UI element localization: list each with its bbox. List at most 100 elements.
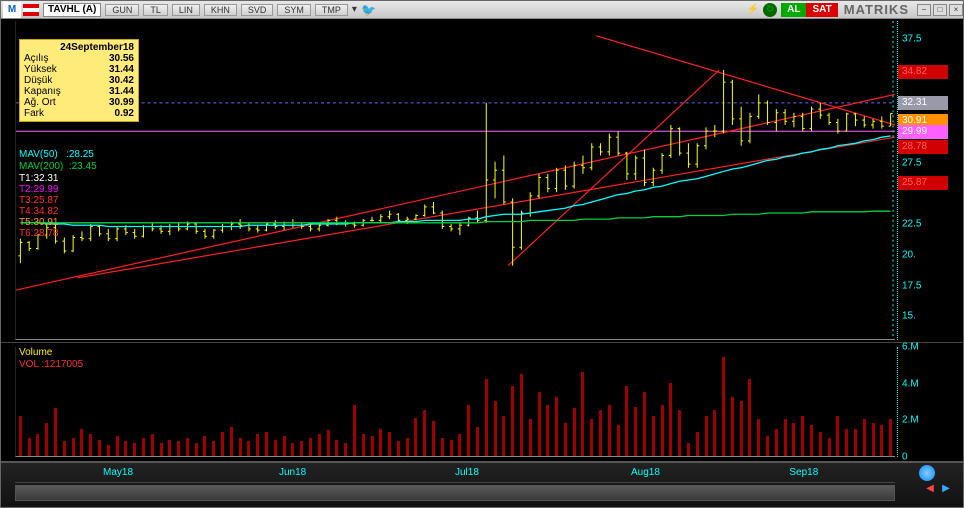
volume-bar <box>784 419 787 456</box>
volume-chart[interactable]: Volume VOL :1217005 6.M4.M2.M0 <box>1 343 963 461</box>
volume-bar <box>652 416 655 456</box>
volume-bar <box>142 438 145 456</box>
volume-bar <box>388 432 391 456</box>
ohlc-date: 24September18 <box>24 42 134 53</box>
volume-bar <box>599 410 602 456</box>
volume-bar <box>89 434 92 456</box>
volume-bar <box>889 419 892 456</box>
refresh-icon[interactable]: ↻ <box>763 3 777 17</box>
twitter-icon[interactable]: 🐦 <box>361 3 376 17</box>
volume-bar <box>836 416 839 456</box>
volume-bar <box>212 441 215 456</box>
volume-bar <box>529 419 532 456</box>
volume-bar <box>318 434 321 456</box>
volume-bar <box>203 436 206 456</box>
volume-bar <box>195 443 198 456</box>
volume-bar <box>643 392 646 456</box>
timeline: May18Jun18Jul18Aug18Sep18 ◀▶ <box>1 461 963 507</box>
volume-bar <box>265 432 268 456</box>
lightning-icon[interactable]: ⚡ <box>747 4 759 15</box>
ohlc-row: Ağ. Ort30.99 <box>24 97 134 108</box>
volume-bar <box>423 410 426 456</box>
volume-bar <box>160 443 163 456</box>
volume-bar <box>555 397 558 456</box>
volume-bar <box>502 416 505 456</box>
volume-bar <box>221 432 224 456</box>
volume-bar <box>107 445 110 456</box>
volume-bar <box>854 429 857 457</box>
volume-bar <box>54 408 57 456</box>
volume-bar <box>581 372 584 456</box>
volume-bar <box>353 405 356 456</box>
volume-bar <box>327 430 330 456</box>
volume-bar <box>432 421 435 456</box>
symbol-field[interactable]: TAVHL (A) <box>43 3 101 17</box>
volume-bar <box>494 401 497 456</box>
y-tick: 15. <box>902 311 916 322</box>
volume-bar <box>608 405 611 456</box>
toolbar-btn-sym[interactable]: SYM <box>277 4 311 16</box>
toolbar-btn-khn[interactable]: KHN <box>204 4 237 16</box>
volume-bar <box>344 443 347 456</box>
volume-bar <box>722 357 725 456</box>
volume-bar <box>116 436 119 456</box>
vol-y-tick: 2.M <box>902 415 919 426</box>
toolbar-btn-svd[interactable]: SVD <box>241 4 274 16</box>
settings-icon[interactable] <box>919 465 935 481</box>
volume-bar <box>379 429 382 457</box>
volume-bar <box>414 418 417 457</box>
volume-bar <box>713 410 716 456</box>
sell-button[interactable]: SAT <box>806 3 837 17</box>
scrollbar[interactable] <box>15 485 895 501</box>
y-tick: 20. <box>902 249 916 260</box>
ohlc-row: Fark0.92 <box>24 108 134 119</box>
volume-bar <box>538 392 541 456</box>
logo: M <box>3 2 21 18</box>
volume-bar <box>441 438 444 456</box>
window-controls[interactable]: −□× <box>915 4 963 16</box>
toolbar-btn-tmp[interactable]: TMP <box>315 4 348 16</box>
toolbar-btn-lin[interactable]: LIN <box>172 4 200 16</box>
volume-bar <box>520 374 523 457</box>
volume-bar <box>828 438 831 456</box>
x-label: Aug18 <box>631 467 660 478</box>
volume-bar <box>19 416 22 456</box>
volume-bar <box>45 423 48 456</box>
volume-bar <box>124 441 127 456</box>
toolbar-btn-tl[interactable]: TL <box>143 4 168 16</box>
volume-bar <box>36 434 39 456</box>
volume-bar <box>72 438 75 456</box>
volume-bar <box>256 434 259 456</box>
volume-bar <box>678 410 681 456</box>
toolbar-btn-gun[interactable]: GUN <box>105 4 139 16</box>
volume-bar <box>705 416 708 456</box>
volume-bar <box>397 441 400 456</box>
ohlc-row: Düşük30.42 <box>24 75 134 86</box>
indicator-label: T4:34.82 <box>19 206 58 217</box>
volume-bar <box>880 425 883 456</box>
buy-button[interactable]: AL <box>781 3 806 17</box>
volume-bar <box>406 438 409 456</box>
price-label-box: 32.31 <box>898 96 948 110</box>
volume-bar <box>669 383 672 456</box>
volume-bar <box>291 443 294 456</box>
ohlc-panel: 24September18 Açılış30.56Yüksek31.44Düşü… <box>19 39 139 122</box>
toolbar: M TAVHL (A) GUN TL LIN KHN SVDSYM TMP ▾ 🐦 ⚡ ↻… <box>1 1 963 19</box>
volume-bar <box>872 423 875 456</box>
volume-bar <box>819 432 822 456</box>
volume-bar <box>564 423 567 456</box>
nav-arrows[interactable]: ◀▶ <box>923 483 953 497</box>
volume-bar <box>80 429 83 457</box>
volume-bar <box>186 438 189 456</box>
ohlc-row: Yüksek31.44 <box>24 64 134 75</box>
volume-bar <box>450 440 453 457</box>
volume-bar <box>151 434 154 456</box>
dropdown-icon[interactable]: ▾ <box>352 4 357 15</box>
volume-bar <box>168 440 171 457</box>
price-chart[interactable]: 37.53532.527.522.520.17.515.34.8232.3130… <box>1 19 963 343</box>
volume-bar <box>546 405 549 456</box>
volume-bar <box>757 419 760 456</box>
volume-bar <box>511 386 514 456</box>
volume-bar <box>300 441 303 456</box>
volume-bar <box>661 405 664 456</box>
